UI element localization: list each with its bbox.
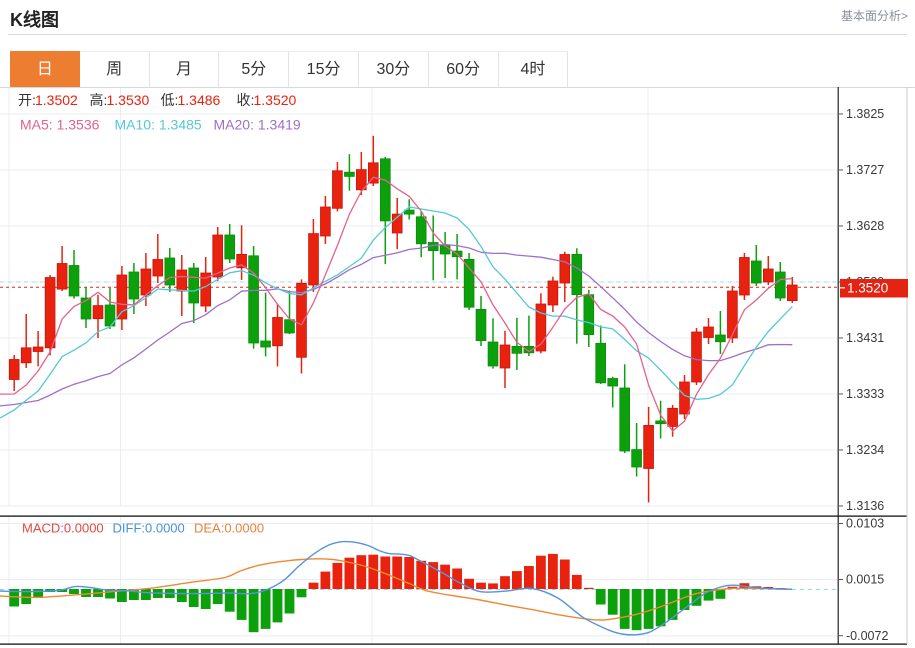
svg-text:1.3530: 1.3530 [107,92,150,108]
svg-text:DEA:0.0000: DEA:0.0000 [194,521,264,536]
svg-text:1.3486: 1.3486 [178,92,221,108]
svg-text:1.3520: 1.3520 [847,281,888,296]
svg-text:1.3234: 1.3234 [846,443,884,457]
svg-text:MACD:0.0000: MACD:0.0000 [22,521,104,536]
svg-text:-0.0072: -0.0072 [846,629,888,643]
svg-text:DIFF:0.0000: DIFF:0.0000 [113,521,185,536]
svg-text:0.0103: 0.0103 [846,517,884,531]
svg-text:高:: 高: [90,92,108,108]
svg-text:低:: 低: [161,92,179,108]
svg-text:MA5: 1.3536: MA5: 1.3536 [20,117,100,133]
svg-text:1.3333: 1.3333 [846,387,884,401]
svg-text:MA10: 1.3485: MA10: 1.3485 [115,117,202,133]
svg-text:1.3431: 1.3431 [846,331,884,345]
svg-text:开:: 开: [18,92,36,108]
svg-text:1.3727: 1.3727 [846,163,884,177]
svg-text:1.3502: 1.3502 [35,92,78,108]
svg-text:1.3825: 1.3825 [846,107,884,121]
svg-text:收:: 收: [237,92,255,108]
svg-text:1.3628: 1.3628 [846,219,884,233]
svg-text:MA20: 1.3419: MA20: 1.3419 [214,117,301,133]
svg-text:1.3520: 1.3520 [254,92,297,108]
svg-text:1.3136: 1.3136 [846,499,884,513]
svg-text:0.0015: 0.0015 [846,573,884,587]
